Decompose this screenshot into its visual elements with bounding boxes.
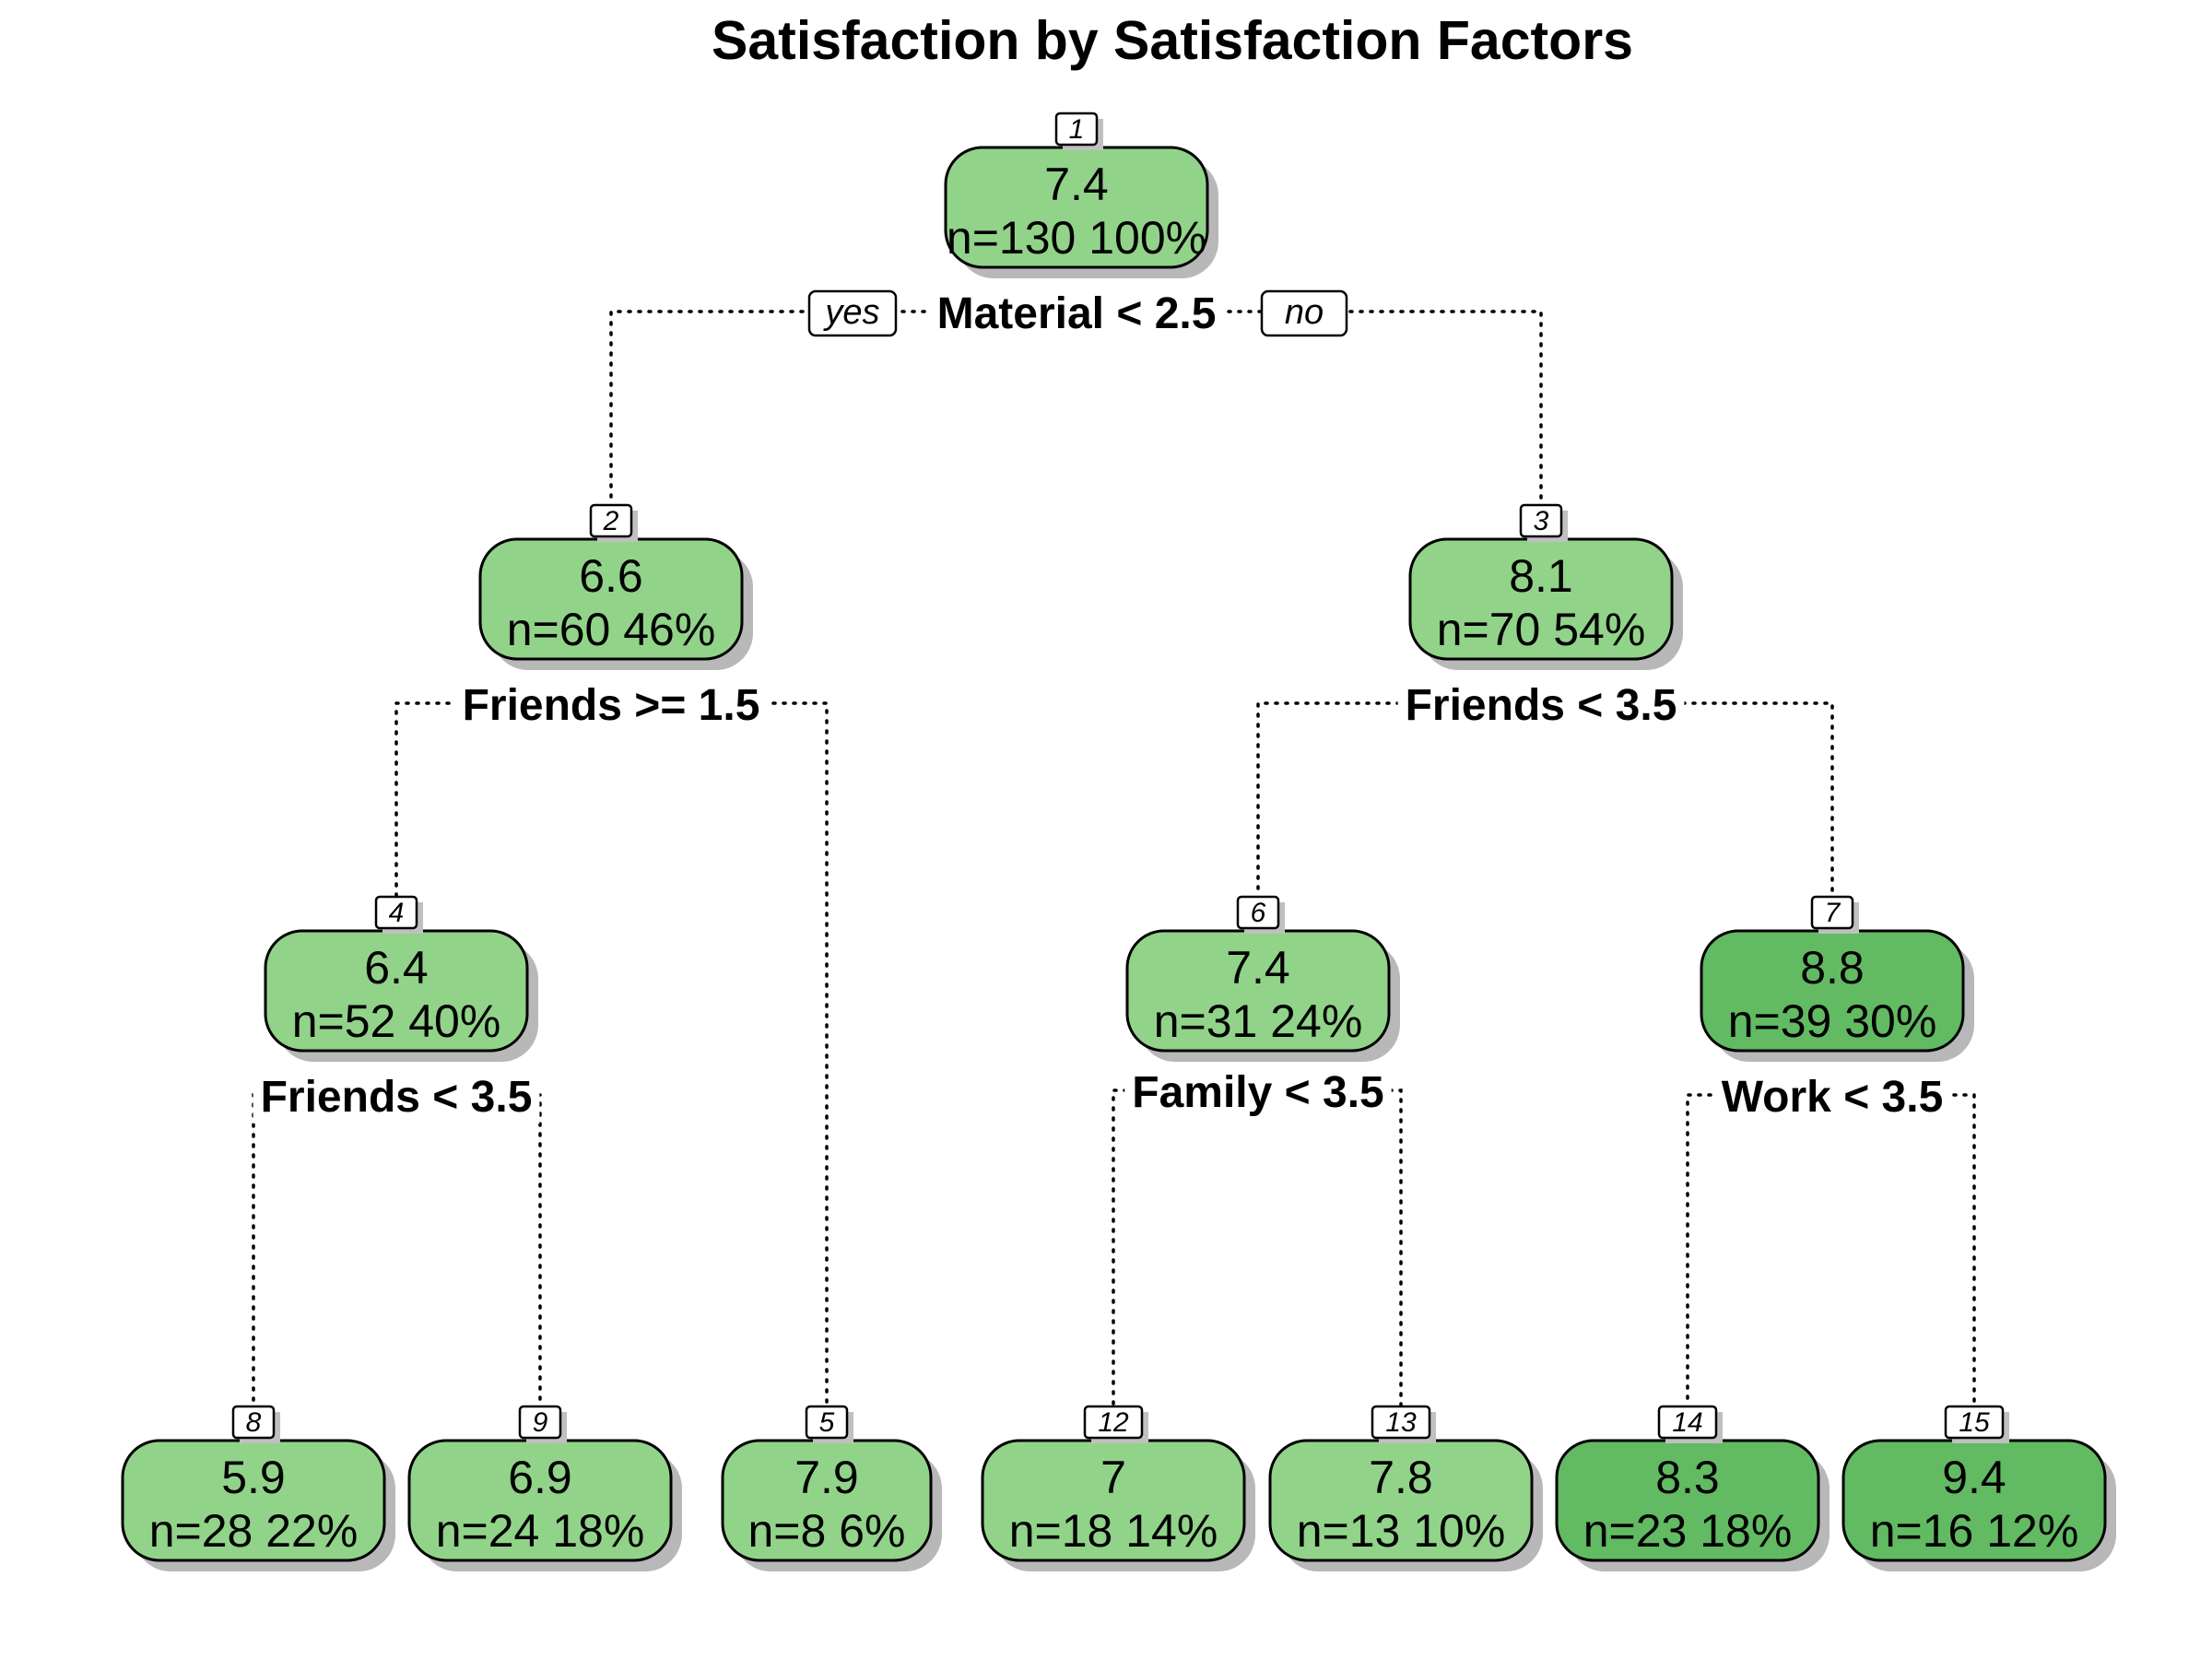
split-label: Friends >= 1.5 [463, 681, 760, 730]
tree-node-7: 8.8n=39 30% 7 Work < 3.5 [1700, 895, 1974, 1124]
node-count: n=70 54% [1437, 604, 1646, 655]
node-count: n=24 18% [436, 1505, 645, 1557]
node-id-label: 1 [1069, 114, 1085, 145]
node-id-label: 4 [389, 898, 405, 928]
edge-1-2 [609, 310, 1078, 506]
node-id-box [1083, 1405, 1144, 1440]
tree-node-6: 7.4n=31 24% 6 Family < 3.5 [1124, 895, 1400, 1119]
split-label-background [1124, 1066, 1392, 1119]
tree-node-3: 8.1n=70 54% 3 Friends < 3.5 [1397, 503, 1685, 732]
node-id-box [1054, 112, 1099, 147]
node-count: n=23 18% [1583, 1505, 1793, 1557]
split-label-background [1397, 679, 1685, 732]
node-value: 8.3 [1655, 1452, 1720, 1503]
split-label-background [1713, 1071, 1951, 1124]
node-count: n=13 10% [1297, 1505, 1506, 1557]
split-label: Friends < 3.5 [261, 1073, 533, 1122]
node-value: 7 [1100, 1452, 1126, 1503]
node-id-label: 6 [1251, 898, 1266, 928]
node-value: 7.4 [1044, 159, 1109, 210]
tree-node-4: 6.4n=52 40% 4 Friends < 3.5 [253, 895, 540, 1124]
branch-yes-box [807, 289, 898, 337]
tree-node-12: 7n=18 14% 12 [981, 1405, 1255, 1571]
split-label: Family < 3.5 [1132, 1068, 1384, 1117]
node-id-label: 9 [533, 1407, 548, 1438]
node-value: 6.6 [579, 550, 643, 602]
node-id-box [1810, 895, 1854, 930]
split-label: Material < 2.5 [937, 289, 1217, 338]
node-id-label: 15 [1959, 1407, 1990, 1438]
split-label-background [253, 1071, 540, 1124]
node-count: n=16 12% [1870, 1505, 2079, 1557]
tree-node-15: 9.4n=16 12% 15 [1841, 1405, 2116, 1571]
branch-no-label: no [1285, 293, 1324, 332]
edge-1-3 [1075, 310, 1543, 506]
split-label: Work < 3.5 [1722, 1073, 1944, 1122]
node-id-box [1657, 1405, 1718, 1440]
tree-node-9: 6.9n=24 18% 9 [407, 1405, 682, 1571]
node-count: n=31 24% [1154, 995, 1363, 1047]
edge-7-14 [1686, 1093, 1834, 1407]
node-value: 7.4 [1226, 942, 1290, 994]
node-id-label: 14 [1672, 1407, 1702, 1438]
branch-labels: yes no [807, 289, 1348, 337]
node-value: 6.4 [364, 942, 429, 994]
tree-node-1: 7.4n=130 100% 1 Material < 2.5 [929, 112, 1224, 340]
node-id-box [805, 1405, 849, 1440]
node-id-box [1236, 895, 1280, 930]
edge-4-9 [394, 1093, 542, 1407]
tree-node-14: 8.3n=23 18% 14 [1555, 1405, 1830, 1571]
split-label-background [929, 288, 1224, 340]
node-value: 9.4 [1942, 1452, 2006, 1503]
node-id-box [1519, 503, 1563, 538]
node-id-label: 12 [1098, 1407, 1129, 1438]
node-id-box [1944, 1405, 2005, 1440]
node-count: n=39 30% [1728, 995, 1937, 1047]
node-id-box [518, 1405, 562, 1440]
node-value: 5.9 [221, 1452, 286, 1503]
node-id-label: 7 [1825, 898, 1841, 928]
chart-title: Satisfaction by Satisfaction Factors [712, 10, 1633, 71]
node-id-label: 3 [1534, 506, 1549, 536]
tree-node-2: 6.6n=60 46% 2 Friends >= 1.5 [454, 503, 768, 732]
node-count: n=52 40% [292, 995, 501, 1047]
node-value: 6.9 [508, 1452, 572, 1503]
node-id-box [589, 503, 633, 538]
node-id-label: 2 [603, 506, 619, 536]
node-value: 7.9 [794, 1452, 859, 1503]
node-id-label: 5 [819, 1407, 835, 1438]
node-id-box [374, 895, 418, 930]
node-id-label: 13 [1385, 1407, 1417, 1438]
node-count: n=130 100% [947, 212, 1206, 264]
branch-no-box [1260, 289, 1348, 337]
node-id-label: 8 [246, 1407, 262, 1438]
node-count: n=60 46% [507, 604, 716, 655]
node-count: n=8 6% [748, 1505, 906, 1557]
tree-node-13: 7.8n=13 10% 13 [1268, 1405, 1543, 1571]
node-count: n=18 14% [1009, 1505, 1218, 1557]
node-id-box [1371, 1405, 1431, 1440]
tree-node-5: 7.9n=8 6% 5 [721, 1405, 942, 1571]
split-label-background [454, 679, 768, 732]
node-value: 8.1 [1509, 550, 1573, 602]
tree-node-8: 5.9n=28 22% 8 [121, 1405, 395, 1571]
node-id-box [231, 1405, 276, 1440]
edge-6-13 [1256, 1088, 1403, 1407]
node-count: n=28 22% [149, 1505, 359, 1557]
edge-7-15 [1830, 1093, 1976, 1407]
edge-6-12 [1112, 1088, 1260, 1407]
node-value: 8.8 [1800, 942, 1865, 994]
split-label: Friends < 3.5 [1406, 681, 1677, 730]
branch-yes-label: yes [822, 293, 879, 332]
node-value: 7.8 [1369, 1452, 1433, 1503]
